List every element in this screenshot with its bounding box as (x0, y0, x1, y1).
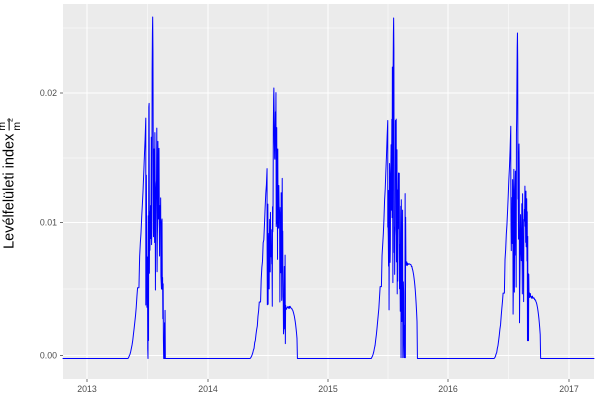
svg-text:0.00: 0.00 (40, 351, 57, 361)
svg-text:2015: 2015 (318, 384, 338, 394)
svg-text:0.02: 0.02 (40, 88, 57, 98)
svg-text:2016: 2016 (438, 384, 458, 394)
svg-text:2013: 2013 (77, 384, 97, 394)
svg-text:2017: 2017 (559, 384, 579, 394)
svg-text:0.01: 0.01 (40, 218, 57, 228)
svg-text:2014: 2014 (198, 384, 218, 394)
